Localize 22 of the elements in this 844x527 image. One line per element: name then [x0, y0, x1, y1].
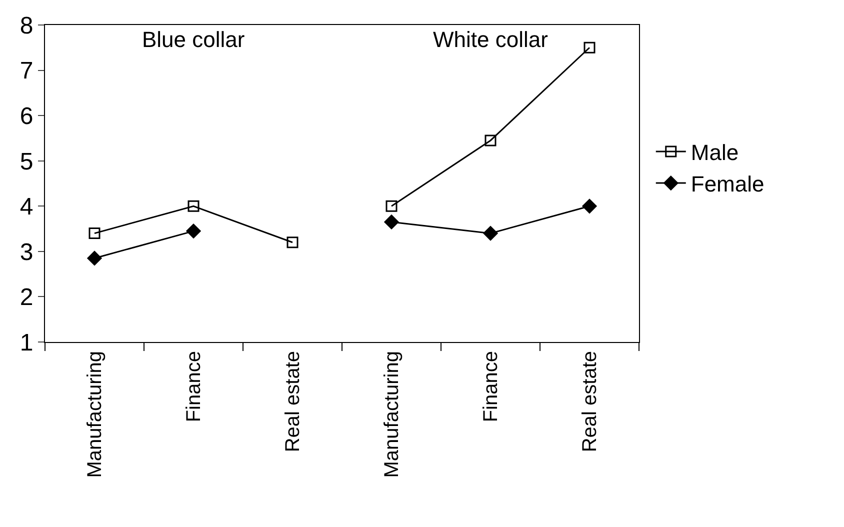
point [584, 42, 596, 54]
y-tick-label: 5 [20, 148, 34, 176]
point [188, 200, 200, 212]
y-tick-label: 7 [20, 58, 34, 85]
y-tick-label: 4 [20, 194, 34, 221]
y-tick-label: 8 [20, 12, 34, 40]
y-tick-label: 2 [20, 284, 34, 312]
x-tick-label: Real estate [579, 351, 601, 452]
legend-label: Male [690, 140, 739, 166]
point [286, 236, 298, 248]
point [484, 134, 496, 146]
annotation: Blue collar [142, 27, 245, 52]
legend-label: Female [690, 172, 764, 197]
y-tick-label: 3 [20, 238, 34, 266]
x-tick-label: Finance [183, 351, 205, 422]
x-tick-label: Manufacturing [84, 351, 106, 478]
annotation: White collar [433, 27, 548, 52]
y-tick-label: 6 [20, 102, 34, 130]
x-tick-label: Manufacturing [381, 351, 403, 478]
x-tick-label: Finance [480, 351, 502, 422]
x-tick-label: Real estate [282, 351, 304, 452]
y-tick-label: 1 [20, 329, 34, 356]
